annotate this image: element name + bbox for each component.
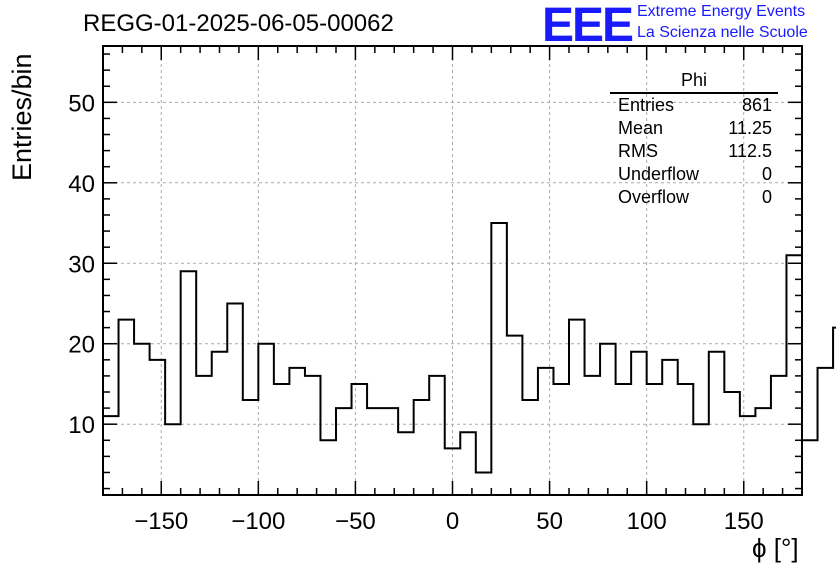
stats-label: Mean [618, 118, 664, 138]
y-tick-label: 40 [68, 171, 95, 198]
y-axis-label: Entries/bin [7, 53, 37, 181]
stats-row: Underflow 0 [610, 163, 778, 186]
x-tick-label: 100 [627, 508, 667, 535]
x-tick-label: 0 [446, 508, 459, 535]
stats-row: Entries 861 [610, 94, 778, 117]
x-axis-label: ϕ [°] [752, 533, 799, 563]
stats-label: Entries [618, 95, 675, 115]
x-tick-label: 150 [724, 508, 764, 535]
stats-label: Overflow [618, 187, 690, 207]
stats-label: RMS [618, 141, 658, 161]
stats-row: Overflow 0 [610, 186, 778, 209]
stats-value: 0 [761, 187, 772, 207]
logo-line-1: Extreme Energy Events [637, 3, 806, 20]
stats-value: 861 [741, 95, 772, 115]
stats-title: Phi [610, 70, 778, 94]
y-tick-label: 30 [68, 251, 95, 278]
x-tick-label: −50 [335, 508, 376, 535]
y-tick-label: 20 [68, 332, 95, 359]
stats-box: Phi Entries 861 Mean 11.25 RMS 112.5 Und… [610, 70, 778, 209]
y-tick-label: 10 [68, 412, 95, 439]
x-tick-label: −100 [231, 508, 285, 535]
logo-line-2: La Scienza nelle Scuole [637, 24, 808, 41]
axis-tick-labels: −150 −100 −50 0 50 100 150 10 20 30 40 50 [68, 90, 763, 535]
stats-value: 0 [761, 164, 772, 184]
grid-lines [103, 46, 802, 495]
y-tick-label: 50 [68, 90, 95, 117]
x-tick-label: 50 [536, 508, 563, 535]
eee-logo: EEE [542, 0, 634, 52]
stats-row: Mean 11.25 [610, 117, 778, 140]
axis-ticks [102, 46, 803, 495]
stats-value: 11.25 [728, 118, 772, 138]
stats-label: Underflow [618, 164, 700, 184]
x-tick-label: −150 [134, 508, 188, 535]
chart-title: REGG-01-2025-06-05-00062 [83, 10, 394, 37]
stats-value: 112.5 [728, 141, 772, 161]
histogram-outline [103, 222, 836, 474]
stats-row: RMS 112.5 [610, 140, 778, 163]
